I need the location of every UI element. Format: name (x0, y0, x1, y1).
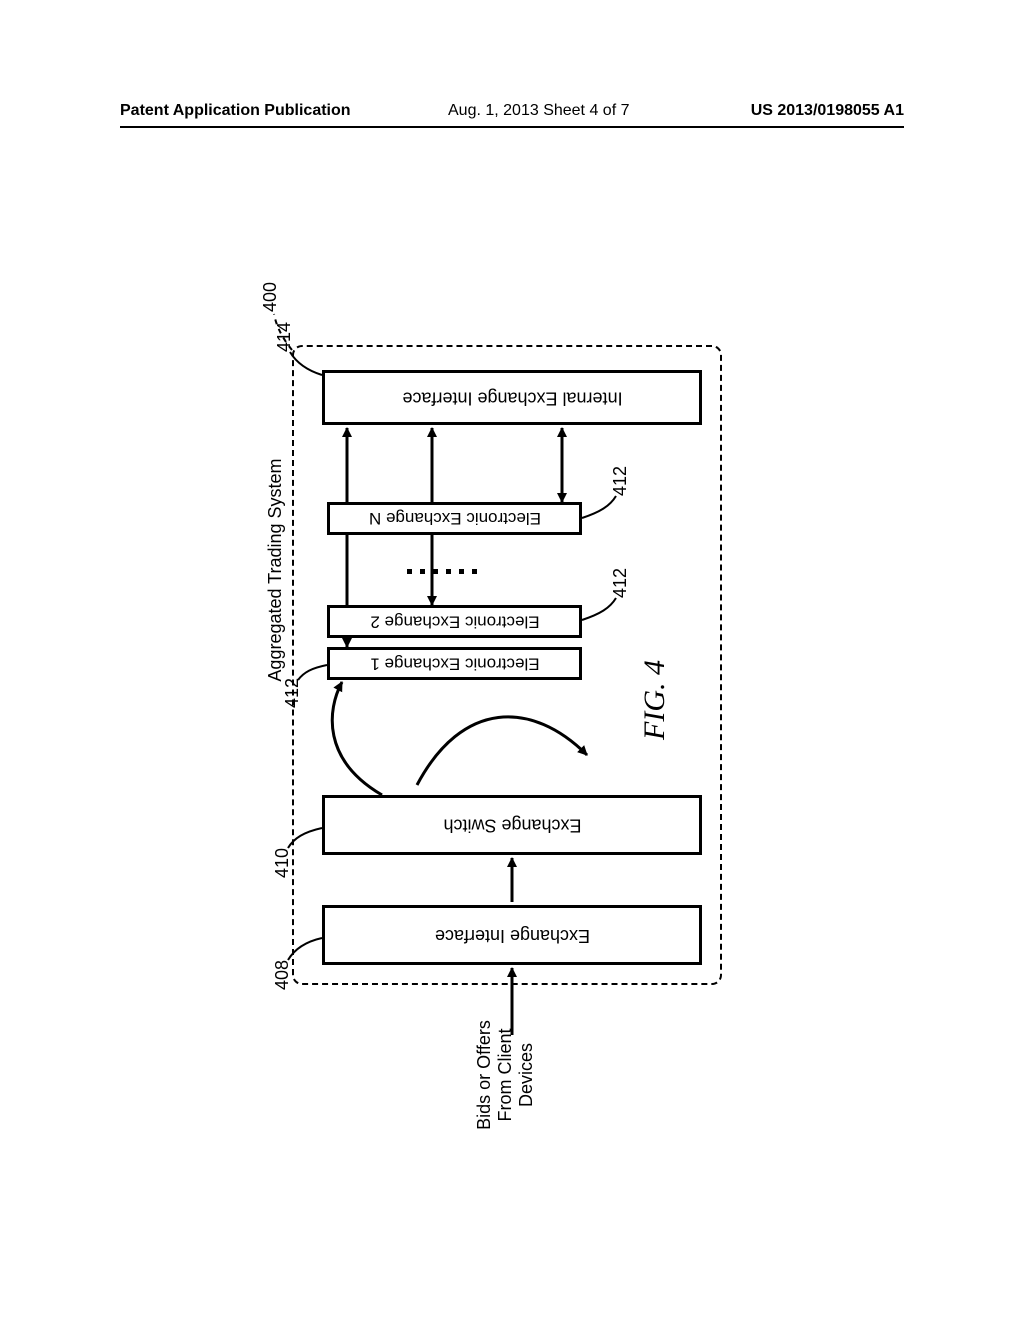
ref-400: 400 (260, 282, 281, 312)
ref-412c: 412 (610, 466, 631, 496)
header-rule (120, 126, 904, 128)
electronic-exchange-1-block: Electronic Exchange 1 (327, 647, 582, 680)
electronic-exchange-n-block: Electronic Exchange N (327, 502, 582, 535)
page: Patent Application Publication Aug. 1, 2… (0, 0, 1024, 1320)
electronic-exchange-1-label: Electronic Exchange 1 (370, 654, 539, 674)
system-title: Aggregated Trading System (265, 430, 286, 710)
electronic-exchange-2-block: Electronic Exchange 2 (327, 605, 582, 638)
exchange-switch-block: Exchange Switch (322, 795, 702, 855)
electronic-exchange-n-label: Electronic Exchange N (369, 508, 541, 528)
exchange-ellipsis (407, 569, 477, 575)
diagram-container: Bids or Offers From Client Devices Aggre… (0, 220, 1024, 1120)
ref-412a: 412 (282, 678, 303, 708)
exchange-interface-label: Exchange Interface (434, 924, 589, 945)
electronic-exchange-2-label: Electronic Exchange 2 (370, 612, 539, 632)
exchange-interface-block: Exchange Interface (322, 905, 702, 965)
internal-exchange-interface-label: Internal Exchange Interface (402, 387, 622, 408)
ref-410: 410 (272, 848, 293, 878)
header-right: US 2013/0198055 A1 (751, 102, 904, 120)
header-mid: Aug. 1, 2013 Sheet 4 of 7 (448, 102, 629, 120)
figure-caption: FIG. 4 (638, 660, 672, 740)
page-header: Patent Application Publication Aug. 1, 2… (120, 102, 904, 130)
input-label: Bids or Offers From Client Devices (474, 1020, 537, 1130)
ref-414: 414 (274, 322, 295, 352)
ref-408: 408 (272, 960, 293, 990)
internal-exchange-interface-block: Internal Exchange Interface (322, 370, 702, 425)
ref-412b: 412 (610, 568, 631, 598)
diagram: Bids or Offers From Client Devices Aggre… (232, 290, 792, 1110)
header-left: Patent Application Publication (120, 102, 351, 120)
exchange-switch-label: Exchange Switch (443, 814, 581, 835)
